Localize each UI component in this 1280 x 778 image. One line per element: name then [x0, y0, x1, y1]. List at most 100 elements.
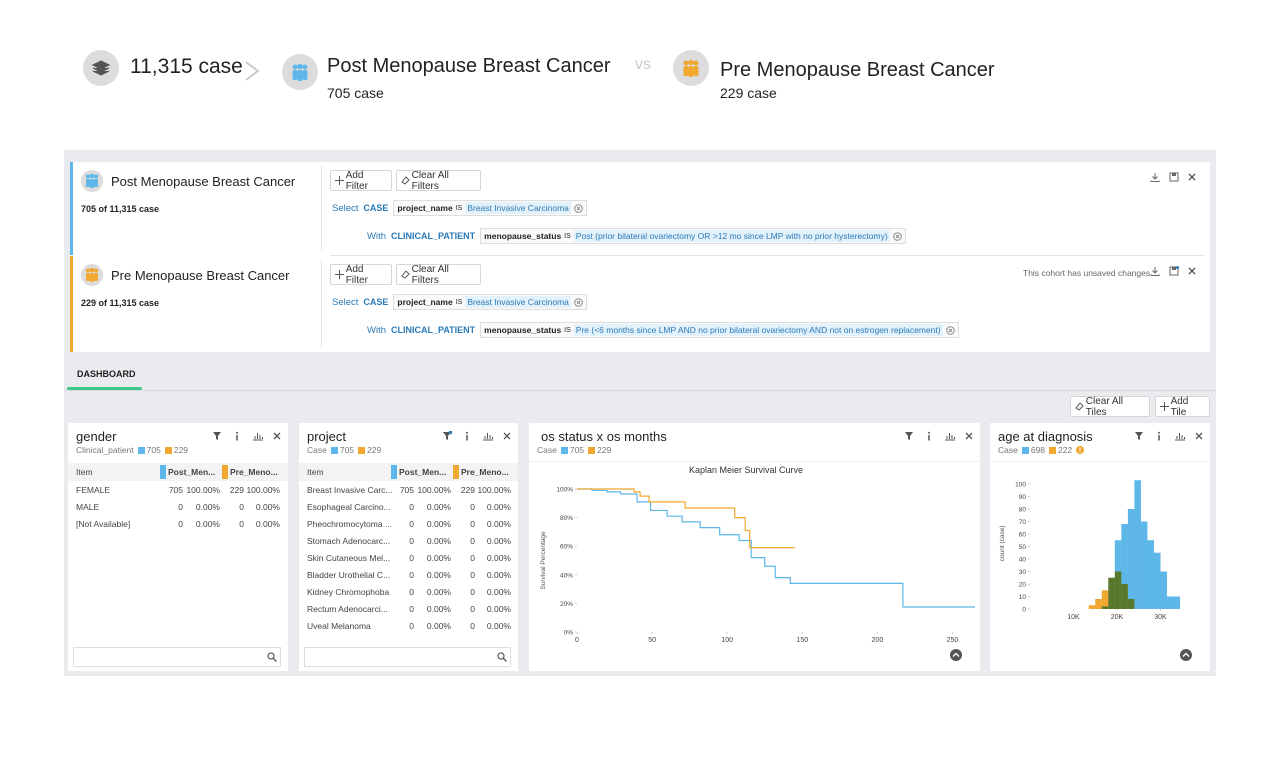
histogram-bar	[1160, 571, 1168, 609]
filter-button[interactable]	[904, 431, 914, 441]
tile-title: project	[307, 429, 347, 444]
histogram-bar	[1140, 521, 1148, 609]
info-button[interactable]	[462, 431, 472, 441]
chart-type-button[interactable]	[252, 431, 264, 441]
filter-row: Select CASE project_name IS Breast Invasive …	[332, 200, 587, 216]
cell-number: 0	[470, 604, 475, 614]
total-cases: 11,315 case	[130, 55, 243, 78]
filter-chip: menopause_status IS Post (prior bilateral …	[480, 228, 906, 244]
cell-number: 0	[409, 536, 414, 546]
add-filter-button[interactable]: Add Filter	[330, 170, 392, 192]
histogram-bar	[1108, 577, 1115, 609]
close-button[interactable]	[1187, 172, 1197, 182]
cell-item: [Not Available]	[76, 519, 131, 529]
legend-swatch	[588, 447, 596, 454]
add-filter-button[interactable]: Add Filter	[330, 264, 392, 286]
icon	[335, 270, 344, 279]
info-button[interactable]	[1154, 431, 1164, 441]
tile-legend: Case 698 222	[998, 445, 1085, 455]
info-button[interactable]	[232, 431, 242, 441]
y-tick-label: 50	[1019, 544, 1027, 551]
filter-verb: Select	[332, 296, 359, 308]
histogram-bar	[1153, 552, 1161, 609]
filter-op: IS	[564, 232, 571, 240]
cell-item: Stomach Adenocarc...	[307, 536, 391, 546]
add-tile-button[interactable]: Add Tile	[1155, 396, 1210, 418]
save-button[interactable]	[1169, 266, 1179, 276]
filter-button[interactable]	[212, 431, 222, 441]
column-header: Item	[76, 467, 93, 477]
entity: Clinical_patient	[76, 445, 134, 455]
close-button[interactable]	[1194, 431, 1204, 441]
filter-field: project_name	[397, 297, 453, 307]
collapse-button[interactable]	[950, 649, 962, 661]
filter-entity: CLINICAL_PATIENT	[391, 231, 476, 241]
entity: Case	[537, 445, 557, 455]
filter-op: IS	[564, 326, 571, 334]
cell-number: 0.00%	[486, 587, 511, 597]
histogram-bar	[1127, 599, 1135, 609]
header: 11,315 case Post Menopause Breast Cancer…	[0, 0, 1280, 130]
cohort-color-bar	[70, 256, 73, 352]
cohort-name: Post Menopause Breast Cancer	[327, 55, 611, 77]
close-button[interactable]	[272, 431, 282, 441]
filter-entity: CASE	[363, 297, 389, 307]
remove-filter[interactable]	[945, 325, 955, 335]
info-button[interactable]	[924, 431, 934, 441]
histogram-bar	[1114, 571, 1122, 609]
tile: gender Clinical_patient 705 229 Item Post_Men…	[68, 423, 288, 671]
column-swatch	[222, 465, 228, 479]
cohort-count: 229 case	[720, 85, 777, 101]
clear-filters-button[interactable]: Clear All Filters	[396, 169, 481, 192]
cell-item: Rectum Adenocarci...	[307, 604, 388, 614]
filter-value: Breast Invasive Carcinoma	[465, 296, 571, 308]
clear-tiles-button[interactable]: Clear All Tiles	[1070, 396, 1150, 418]
cell-number: 0.00%	[486, 553, 511, 563]
filter-button[interactable]	[1134, 431, 1144, 441]
cohort-icon	[282, 54, 318, 90]
cohort-row: Pre Menopause Breast Cancer 229 of 11,315…	[70, 256, 1210, 352]
filter-field: project_name	[397, 203, 453, 213]
x-tick-label: 50	[648, 637, 656, 644]
histogram-bar	[1101, 590, 1109, 609]
chart: count (case) 0 10 20 30 40 50 60 70 80 90 100 10K 20K…	[990, 461, 1210, 661]
remove-filter[interactable]	[574, 297, 583, 307]
download-button[interactable]	[1150, 266, 1160, 276]
filter-op: IS	[455, 298, 463, 306]
tab-underline	[67, 387, 142, 390]
icon	[86, 267, 98, 282]
legend-swatch	[137, 447, 145, 454]
tile: project Case 705 229 Item Post_Men... Pre_Meno…	[299, 423, 518, 671]
close-button[interactable]	[964, 431, 974, 441]
clear-filters-button[interactable]: Clear All Filters	[396, 264, 481, 286]
chart-type-button[interactable]	[482, 431, 494, 441]
cohort-name: Post Menopause Breast Cancer	[111, 174, 296, 189]
legend-label: 229	[173, 445, 189, 455]
close-button[interactable]	[1187, 266, 1197, 276]
collapse-button[interactable]	[1180, 649, 1192, 661]
cell-number: 0	[239, 502, 244, 512]
cell-number: 229	[229, 485, 244, 495]
cell-item: Uveal Melanoma	[307, 621, 371, 631]
cell-number: 0.00%	[195, 519, 220, 529]
close-button[interactable]	[502, 431, 512, 441]
chart-type-button[interactable]	[944, 431, 956, 441]
cohort-summary: 229 of 11,315 case	[81, 298, 160, 308]
remove-filter[interactable]	[574, 203, 583, 213]
filter-chip: menopause_status IS Pre (<6 months since L…	[480, 322, 959, 338]
search-box[interactable]	[73, 647, 281, 667]
save-button[interactable]	[1169, 172, 1179, 182]
legend-label: 705	[146, 445, 161, 455]
filter-button[interactable]	[442, 431, 452, 441]
button-label: Clear All Filters	[411, 169, 449, 192]
chart-type-button[interactable]	[1174, 431, 1186, 441]
cell-number: 0	[409, 621, 414, 631]
search-box[interactable]	[304, 647, 511, 667]
cohort-icon	[673, 50, 709, 86]
download-button[interactable]	[1150, 172, 1160, 182]
remove-filter[interactable]	[892, 231, 902, 241]
cohort-count: 705 case	[327, 85, 384, 101]
y-axis-label: Survival Percentage	[540, 531, 547, 590]
legend-swatch	[1049, 447, 1057, 454]
vs: vs	[635, 56, 651, 73]
